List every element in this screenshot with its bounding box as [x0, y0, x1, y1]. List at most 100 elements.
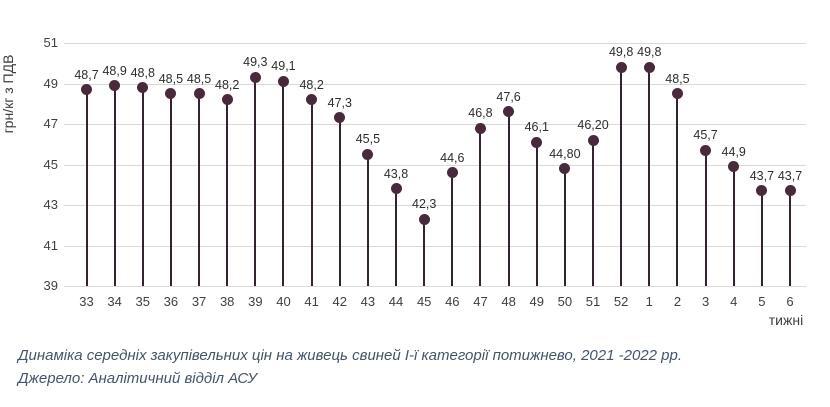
- data-label: 48,5: [186, 71, 212, 86]
- data-label: 47,3: [327, 95, 352, 110]
- gridline: [64, 43, 806, 44]
- gridline: [64, 83, 806, 85]
- data-point: [615, 61, 627, 73]
- x-tick-label: 4: [730, 294, 738, 309]
- data-point: [503, 106, 515, 118]
- caption-title: Динаміка середніх закупівельних цін на ж…: [18, 347, 683, 364]
- x-tick-label: 39: [248, 294, 263, 309]
- data-point: [531, 136, 543, 148]
- stem: [563, 168, 566, 286]
- data-label: 49,3: [243, 55, 268, 70]
- stem: [760, 190, 763, 286]
- x-tick-label: 46: [445, 294, 460, 309]
- x-tick-label: 47: [473, 294, 488, 309]
- x-tick-label: 2: [673, 294, 682, 309]
- y-tick-label: 45: [43, 156, 58, 172]
- stem: [592, 140, 595, 286]
- x-tick-label: 34: [107, 294, 122, 309]
- data-point: [249, 71, 261, 83]
- y-tick-label: 49: [43, 75, 58, 91]
- data-label: 47,6: [496, 89, 521, 104]
- data-label: 49,8: [608, 45, 634, 60]
- y-tick-label: 43: [43, 197, 58, 212]
- data-label: 46,20: [577, 118, 609, 133]
- x-tick-label: 45: [416, 294, 432, 309]
- data-label: 49,8: [637, 45, 662, 60]
- data-label: 45,7: [693, 128, 718, 143]
- data-point: [193, 88, 205, 100]
- y-tick-label: 47: [43, 116, 58, 131]
- x-tick-label: 50: [557, 294, 573, 309]
- x-tick-label: 43: [360, 294, 376, 309]
- stem: [141, 87, 144, 286]
- stem: [366, 154, 369, 286]
- x-tick-label: 33: [79, 294, 94, 309]
- y-tick-label: 51: [43, 35, 58, 50]
- stem: [85, 89, 88, 286]
- x-tick-label: 40: [276, 294, 291, 309]
- data-point: [756, 185, 768, 197]
- chart-caption: Динаміка середніх закупівельних цін на ж…: [18, 344, 682, 390]
- data-label: 48,2: [215, 77, 240, 92]
- data-point: [784, 185, 796, 197]
- data-point: [334, 112, 346, 124]
- stem: [254, 77, 257, 286]
- stem: [198, 93, 201, 286]
- data-point: [728, 161, 740, 173]
- data-label: 48,9: [102, 63, 127, 78]
- x-tick-label: 37: [191, 294, 207, 309]
- stem: [338, 117, 341, 286]
- stem: [676, 93, 679, 286]
- gridline: [64, 164, 806, 166]
- stem: [451, 172, 454, 286]
- data-point: [306, 94, 318, 106]
- x-tick-label: 42: [332, 294, 347, 309]
- chart-plot-area: 39 41 43 45 47 49 51 48,7 33 48,9 34 48,8 35 48,5 36 48…: [43, 35, 806, 309]
- stem: [310, 99, 313, 286]
- x-tick-label: 1: [645, 294, 653, 309]
- stem: [732, 166, 735, 286]
- stem: [620, 67, 623, 286]
- y-tick-label: 39: [43, 278, 58, 293]
- x-tick-label: 35: [135, 294, 150, 309]
- x-axis-title: тижні: [768, 312, 804, 328]
- data-point: [643, 61, 655, 73]
- data-label: 48,2: [299, 77, 324, 92]
- gridline: [64, 245, 806, 247]
- x-tick-label: 38: [219, 294, 235, 309]
- stem: [535, 142, 538, 286]
- stem: [282, 81, 285, 286]
- data-point: [446, 167, 458, 179]
- data-label: 46,1: [524, 120, 549, 135]
- gridline: [64, 205, 806, 206]
- data-point: [587, 134, 599, 146]
- stem: [704, 150, 707, 286]
- data-label: 48,5: [665, 71, 690, 86]
- stem: [648, 67, 651, 286]
- x-tick-label: 44: [388, 294, 404, 309]
- caption-source: Джерело: Аналітичний відділ АСУ: [18, 370, 257, 387]
- stem: [169, 93, 172, 286]
- gridline: [64, 286, 806, 287]
- x-tick-label: 51: [585, 294, 601, 309]
- data-point: [137, 82, 149, 94]
- y-tick-label: 41: [43, 237, 58, 253]
- x-tick-label: 52: [613, 294, 629, 309]
- data-label: 44,80: [549, 146, 581, 161]
- data-point: [418, 213, 430, 225]
- gridline: [64, 124, 806, 125]
- x-tick-label: 49: [529, 294, 544, 309]
- data-point: [109, 80, 121, 92]
- stem: [395, 188, 398, 286]
- data-label: 49,1: [271, 59, 296, 74]
- data-point: [559, 163, 571, 175]
- x-tick-label: 48: [501, 294, 516, 309]
- data-point: [671, 88, 683, 100]
- data-point: [390, 183, 402, 195]
- data-point: [165, 88, 177, 100]
- data-point: [474, 122, 486, 134]
- stem: [507, 111, 510, 286]
- data-point: [700, 144, 712, 156]
- data-point: [221, 94, 233, 106]
